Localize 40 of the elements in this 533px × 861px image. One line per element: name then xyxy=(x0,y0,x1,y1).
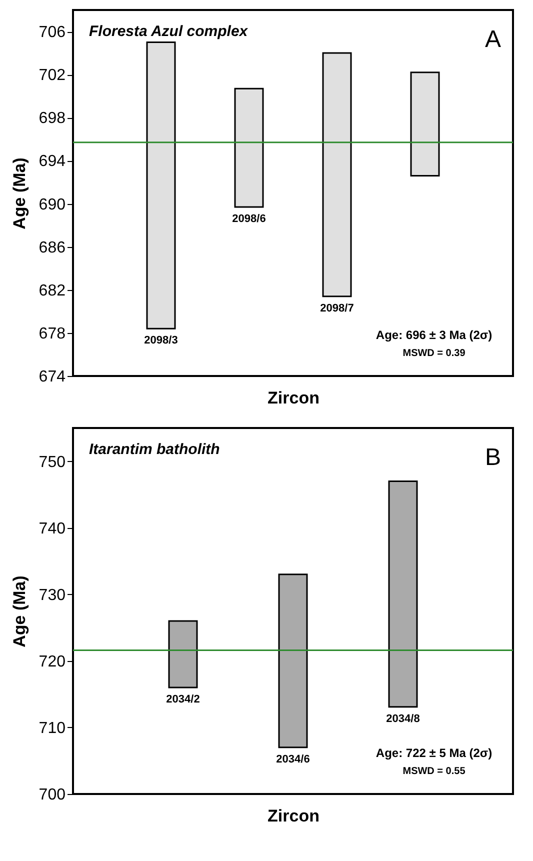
y-tick-label: 740 xyxy=(38,520,66,538)
x-axis-title: Zircon xyxy=(268,388,320,408)
text: Itarantim batholith xyxy=(89,441,220,458)
bar xyxy=(146,42,176,330)
y-tick-label: 686 xyxy=(38,239,66,256)
annotation: A xyxy=(484,26,502,53)
y-tick-label: 710 xyxy=(38,720,66,737)
x-tick-label: 2098/7 xyxy=(320,302,354,314)
y-tick-label: 702 xyxy=(38,67,66,84)
x-tick-label: 2098/6 xyxy=(232,212,266,225)
y-tick-label: 706 xyxy=(38,24,66,42)
bar xyxy=(278,574,308,748)
bar xyxy=(410,72,440,177)
x-tick-label: 2098/3 xyxy=(144,334,178,347)
x-tick-label: 2034/6 xyxy=(276,753,310,766)
y-tick-label: 682 xyxy=(38,282,66,300)
y-tick-label: 700 xyxy=(38,786,66,804)
y-axis-title: Age (Ma) xyxy=(10,158,29,230)
y-tick-label: 750 xyxy=(38,454,66,471)
y-axis-title: Age (Ma) xyxy=(10,576,29,648)
y-tick-label: 690 xyxy=(38,196,66,214)
bar xyxy=(388,480,418,708)
x-tick-label: 2034/2 xyxy=(166,694,200,706)
annotation: Age: 722 ± 5 Ma (2σ) xyxy=(376,746,492,760)
bar xyxy=(322,52,352,298)
y-tick-label: 698 xyxy=(38,110,66,128)
annotation: B xyxy=(484,444,502,471)
annotation: MSWD = 0.55 xyxy=(402,766,466,777)
y-tick-label: 720 xyxy=(38,653,66,670)
x-tick-label: 2034/8 xyxy=(386,712,420,725)
y-tick-label: 694 xyxy=(38,153,66,170)
bar xyxy=(234,88,264,208)
text: Floresta Azul complex xyxy=(89,23,248,40)
annotation: MSWD = 0.39 xyxy=(402,348,466,359)
x-axis-title: Zircon xyxy=(268,806,320,826)
y-tick-label: 678 xyxy=(38,325,66,342)
annotation: Age: 696 ± 3 Ma (2σ) xyxy=(376,328,492,342)
bar xyxy=(168,620,198,688)
y-tick-label: 730 xyxy=(38,586,66,604)
y-tick-label: 674 xyxy=(38,368,66,386)
